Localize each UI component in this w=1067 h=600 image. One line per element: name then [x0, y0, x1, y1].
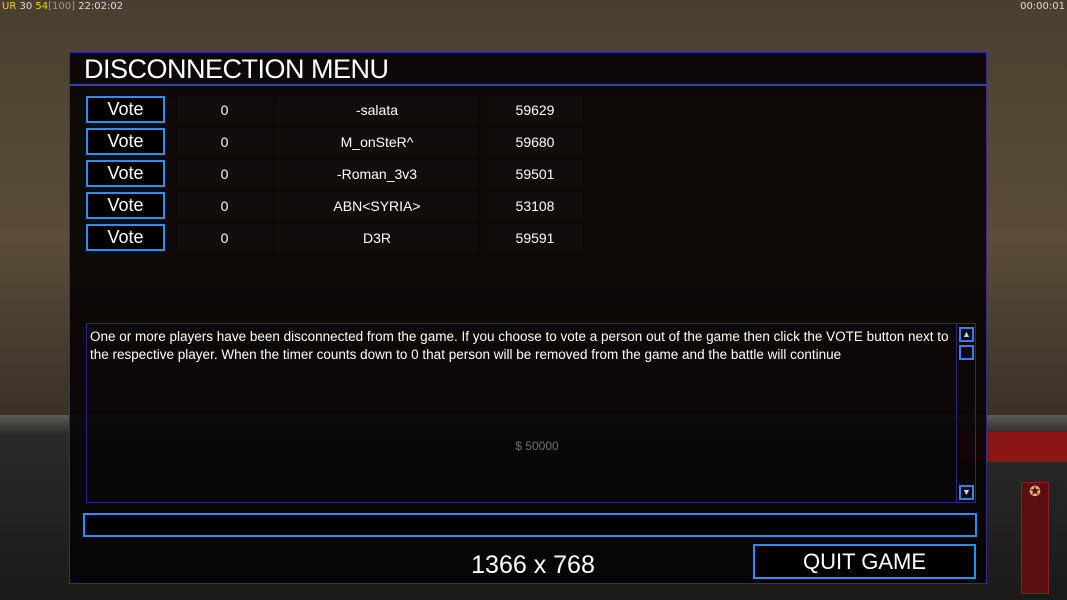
- vote-count: 0: [177, 160, 272, 188]
- vote-count: 0: [177, 128, 272, 156]
- rank-panel: ✪: [1021, 482, 1049, 594]
- player-row: Vote 0 ABN<SYRIA> 53108: [86, 192, 583, 220]
- chat-input[interactable]: [83, 513, 977, 537]
- player-row: Vote 0 -Roman_3v3 59501: [86, 160, 583, 188]
- resolution-label: 1366 x 768: [471, 551, 595, 579]
- vote-button[interactable]: Vote: [86, 224, 165, 251]
- player-name: -Roman_3v3: [277, 160, 477, 188]
- vote-count: 0: [177, 224, 272, 252]
- vote-button[interactable]: Vote: [86, 160, 165, 187]
- scroll-up-arrow-icon[interactable]: ▲: [959, 327, 974, 342]
- vote-button[interactable]: Vote: [86, 192, 165, 219]
- player-name: M_onSteR^: [277, 128, 477, 156]
- player-row: Vote 0 M_onSteR^ 59680: [86, 128, 583, 156]
- vote-button[interactable]: Vote: [86, 128, 165, 155]
- vote-count: 0: [177, 96, 272, 124]
- scroll-thumb[interactable]: [959, 345, 974, 360]
- player-id: 53108: [487, 192, 583, 220]
- status-readout: UR 30 54[100] 22:02:02: [2, 1, 123, 12]
- disconnection-dialog: DISCONNECTION MENU Vote 0 -salata 59629 …: [69, 52, 987, 584]
- player-id: 59680: [487, 128, 583, 156]
- player-name: -salata: [277, 96, 477, 124]
- message-text: One or more players have been disconnect…: [90, 329, 949, 362]
- player-row: Vote 0 D3R 59591: [86, 224, 583, 252]
- status-b: 54: [35, 1, 49, 12]
- vote-count: 0: [177, 192, 272, 220]
- status-prefix: UR: [2, 1, 17, 12]
- star-icon: ✪: [1029, 483, 1041, 499]
- player-row: Vote 0 -salata 59629: [86, 96, 583, 124]
- vote-button[interactable]: Vote: [86, 96, 165, 123]
- status-a: 30: [19, 1, 33, 12]
- player-id: 59501: [487, 160, 583, 188]
- clock: 22:02:02: [78, 1, 124, 12]
- scrollbar[interactable]: ▲ ▼: [956, 324, 975, 502]
- dialog-title: DISCONNECTION MENU: [70, 53, 986, 86]
- player-name: D3R: [277, 224, 477, 252]
- player-name: ABN<SYRIA>: [277, 192, 477, 220]
- quit-game-button[interactable]: QUIT GAME: [753, 544, 976, 579]
- status-c: [100]: [48, 1, 76, 12]
- scroll-down-arrow-icon[interactable]: ▼: [959, 485, 974, 500]
- message-box: One or more players have been disconnect…: [86, 323, 976, 503]
- player-id: 59591: [487, 224, 583, 252]
- money-display: $ 50000: [515, 439, 559, 453]
- game-timer: 00:00:01: [1020, 1, 1065, 12]
- player-id: 59629: [487, 96, 583, 124]
